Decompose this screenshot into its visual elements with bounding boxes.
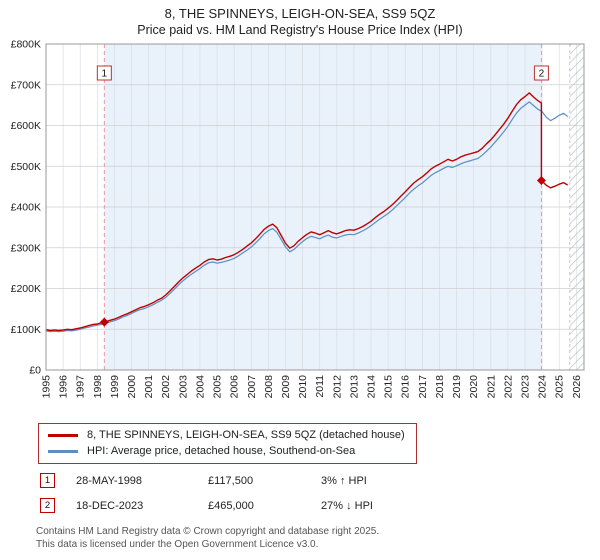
price_paid-line	[45, 92, 569, 332]
sale-2-number-box: 2	[40, 498, 55, 513]
svg-text:2013: 2013	[348, 375, 360, 399]
svg-text:1996: 1996	[58, 375, 70, 399]
svg-text:£600K: £600K	[11, 120, 41, 132]
legend-label-price-paid: 8, THE SPINNEYS, LEIGH-ON-SEA, SS9 5QZ (…	[87, 429, 405, 441]
hpi-line	[45, 101, 569, 333]
svg-text:2022: 2022	[502, 375, 514, 399]
legend: 8, THE SPINNEYS, LEIGH-ON-SEA, SS9 5QZ (…	[38, 423, 417, 464]
svg-text:£400K: £400K	[11, 202, 41, 214]
svg-text:£100K: £100K	[11, 324, 41, 336]
footer-line-2: This data is licensed under the Open Gov…	[36, 538, 319, 550]
sale-1-date: 28-MAY-1998	[76, 474, 143, 487]
hpi-line-swatch	[48, 449, 78, 453]
svg-text:2014: 2014	[366, 375, 378, 399]
sale-flag-1	[96, 65, 112, 81]
svg-text:2025: 2025	[554, 375, 566, 399]
svg-text:2: 2	[539, 69, 545, 80]
footer-line-1: Contains HM Land Registry data © Crown c…	[36, 526, 380, 537]
svg-text:£0: £0	[29, 365, 41, 377]
svg-text:2003: 2003	[177, 375, 189, 399]
svg-text:2004: 2004	[194, 375, 206, 399]
svg-text:2016: 2016	[400, 375, 412, 399]
svg-text:2020: 2020	[468, 375, 480, 399]
svg-text:2002: 2002	[160, 375, 172, 399]
svg-text:2017: 2017	[417, 375, 429, 399]
svg-text:2005: 2005	[212, 375, 224, 399]
chart-subtitle: Price paid vs. HM Land Registry's House …	[137, 23, 463, 37]
svg-text:2007: 2007	[246, 375, 258, 399]
svg-text:£700K: £700K	[11, 79, 41, 91]
svg-text:£800K: £800K	[11, 39, 41, 51]
sale-1-number-box: 1	[40, 473, 55, 488]
legend-item-hpi: HPI: Average price, detached house, Sout…	[48, 445, 405, 457]
sale-annotation-2: 2 18-DEC-2023 £465,000 27% ↓ HPI	[40, 498, 373, 513]
svg-text:2026: 2026	[571, 375, 583, 399]
svg-text:2012: 2012	[331, 375, 343, 399]
no-data-hatch	[569, 44, 584, 370]
sale-2-vs-hpi: 27% ↓ HPI	[321, 499, 373, 512]
svg-text:2009: 2009	[280, 375, 292, 399]
sale-2-price: £465,000	[208, 499, 254, 512]
svg-text:2006: 2006	[229, 375, 241, 399]
sale-2-date: 18-DEC-2023	[76, 499, 144, 512]
svg-text:1998: 1998	[92, 375, 104, 399]
svg-text:2019: 2019	[451, 375, 463, 399]
svg-text:1: 1	[102, 69, 108, 80]
sale-flag-2	[533, 65, 549, 81]
svg-text:2011: 2011	[314, 375, 326, 398]
svg-text:2015: 2015	[383, 375, 395, 399]
svg-text:2008: 2008	[263, 375, 275, 399]
sale-marker-2	[536, 176, 546, 186]
svg-text:1999: 1999	[109, 375, 121, 399]
svg-text:2010: 2010	[297, 375, 309, 399]
legend-item-price-paid: 8, THE SPINNEYS, LEIGH-ON-SEA, SS9 5QZ (…	[48, 429, 405, 441]
svg-text:£500K: £500K	[11, 161, 41, 173]
svg-text:2023: 2023	[519, 375, 531, 399]
price-history-chart: 1 2 £0 £100K £200K £300K £400K £500K £600K £700K £…	[11, 39, 585, 399]
legend-label-hpi: HPI: Average price, detached house, Sout…	[87, 445, 356, 457]
price-paid-line-swatch	[48, 433, 78, 437]
svg-text:2018: 2018	[434, 375, 446, 399]
svg-text:1997: 1997	[75, 375, 87, 399]
svg-text:£300K: £300K	[11, 242, 41, 254]
chart-title: 8, THE SPINNEYS, LEIGH-ON-SEA, SS9 5QZ	[164, 6, 436, 21]
svg-text:£200K: £200K	[11, 283, 41, 295]
footer: Contains HM Land Registry data © Crown c…	[36, 526, 379, 552]
svg-text:1995: 1995	[41, 375, 53, 399]
sale-marker-1	[99, 317, 109, 327]
sale-1-vs-hpi: 3% ↑ HPI	[321, 474, 367, 487]
svg-text:2001: 2001	[143, 375, 155, 399]
svg-text:2000: 2000	[126, 375, 138, 399]
svg-text:2021: 2021	[485, 375, 497, 399]
svg-text:2024: 2024	[537, 375, 549, 399]
sale-annotation-1: 1 28-MAY-1998 £117,500 3% ↑ HPI	[40, 473, 367, 488]
sale-1-price: £117,500	[208, 474, 254, 487]
